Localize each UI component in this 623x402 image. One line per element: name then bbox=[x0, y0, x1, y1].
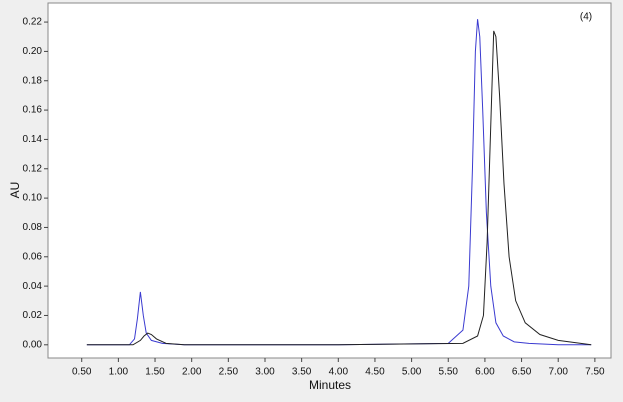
x-tick-label: 2.00 bbox=[182, 367, 202, 378]
y-tick-label: 0.22 bbox=[23, 17, 43, 28]
y-tick-label: 0.20 bbox=[23, 46, 43, 57]
x-tick-label: 6.00 bbox=[475, 367, 495, 378]
y-tick-label: 0.02 bbox=[23, 310, 43, 321]
x-tick-label: 1.50 bbox=[145, 367, 165, 378]
y-tick-label: 0.14 bbox=[23, 134, 43, 145]
x-tick-label: 2.50 bbox=[219, 367, 239, 378]
x-tick-label: 6.50 bbox=[512, 367, 532, 378]
y-tick-label: 0.04 bbox=[23, 281, 43, 292]
plot-area bbox=[47, 2, 612, 359]
x-tick-label: 7.50 bbox=[585, 367, 605, 378]
y-tick-label: 0.06 bbox=[23, 251, 43, 262]
y-tick-label: 0.12 bbox=[23, 163, 43, 174]
y-tick-label: 0.08 bbox=[23, 222, 43, 233]
x-tick-label: 3.00 bbox=[255, 367, 275, 378]
y-tick-label: 0.16 bbox=[23, 105, 43, 116]
x-tick-label: 5.00 bbox=[402, 367, 422, 378]
y-tick-label: 0.00 bbox=[23, 339, 43, 350]
y-axis-title: AU bbox=[8, 182, 22, 199]
x-tick-label: 1.00 bbox=[109, 367, 129, 378]
x-tick-label: 0.50 bbox=[72, 367, 92, 378]
annotation: (4) bbox=[580, 12, 592, 23]
trace-line bbox=[86, 30, 592, 346]
x-tick-label: 4.50 bbox=[365, 367, 385, 378]
y-tick-label: 0.18 bbox=[23, 75, 43, 86]
x-axis-title: Minutes bbox=[309, 378, 351, 392]
y-tick-label: 0.10 bbox=[23, 193, 43, 204]
x-tick-label: 5.50 bbox=[439, 367, 459, 378]
x-tick-label: 7.00 bbox=[548, 367, 568, 378]
x-tick-label: 4.00 bbox=[329, 367, 349, 378]
x-tick-label: 3.50 bbox=[292, 367, 312, 378]
trace-line bbox=[86, 19, 592, 346]
